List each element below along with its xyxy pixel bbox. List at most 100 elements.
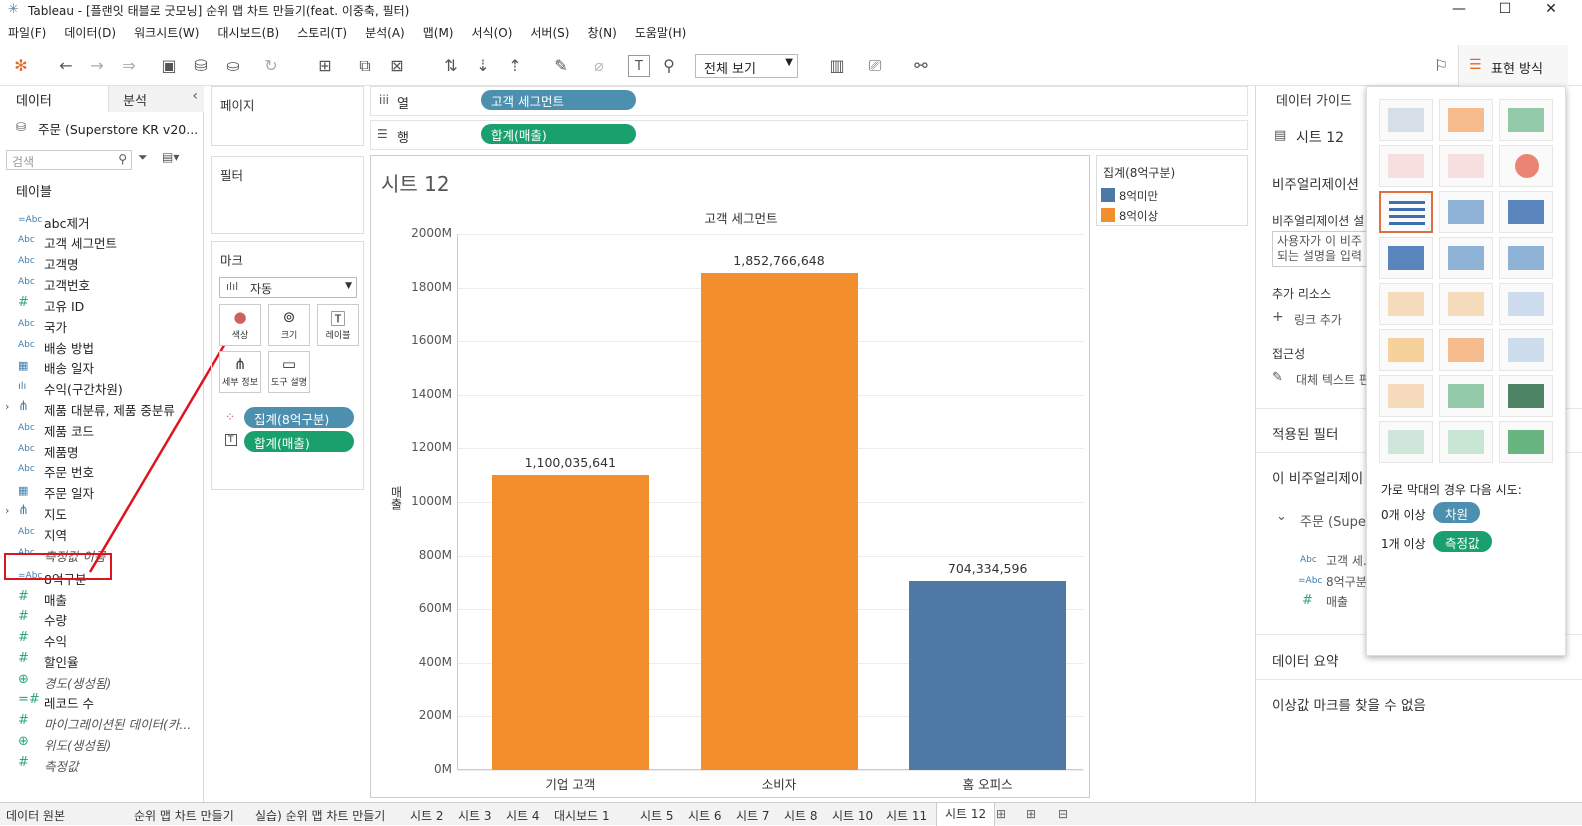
field-item[interactable]: # 측정값 (0, 755, 200, 775)
menu-worksheet[interactable]: 워크시트(W) (134, 26, 200, 40)
undo-icon[interactable]: ← (59, 56, 73, 75)
scatter-plot-icon[interactable] (1379, 375, 1433, 417)
field-item[interactable]: # 마이그레이션된 데이터(카... (0, 713, 200, 733)
new-story-tab-icon[interactable]: ⊟ (1058, 807, 1069, 821)
show-cards-icon[interactable]: ▥ (829, 56, 845, 75)
redo-icon[interactable]: → (90, 56, 104, 75)
new-dashboard-tab-icon[interactable]: ⊞ (1026, 807, 1037, 821)
share-icon[interactable]: ⚯ (914, 56, 928, 75)
field-item[interactable]: Abc 주문 번호 (0, 461, 200, 481)
datasource-name[interactable]: 주문 (Superstore KR v20... (38, 122, 199, 137)
circle-view-icon[interactable] (1439, 237, 1493, 279)
sheet-tab[interactable]: 데이터 원본 (6, 809, 66, 823)
menu-story[interactable]: 스토리(T) (297, 26, 348, 40)
bullet-graph-icon[interactable] (1439, 421, 1493, 463)
minimize-button[interactable]: — (1452, 1, 1466, 17)
new-worksheet-icon[interactable]: ⊞ (318, 56, 332, 75)
sort-descending-icon[interactable]: ⇡ (508, 56, 522, 75)
expand-icon[interactable]: › (5, 400, 10, 413)
dual-combination-icon[interactable] (1499, 329, 1553, 371)
highlight-table-icon[interactable] (1499, 99, 1553, 141)
field-item[interactable]: # 할인율 (0, 651, 200, 671)
field-item[interactable]: › ⋔ 지도 (0, 503, 200, 523)
sheet-tab[interactable]: 시트 12 (936, 803, 996, 826)
refresh-icon[interactable]: ↻ (264, 56, 278, 75)
field-item[interactable]: Abc 배송 방법 (0, 337, 200, 357)
show-me-button[interactable]: ☰ 표현 방식 (1458, 45, 1568, 86)
sheet-tab[interactable]: 시트 8 (784, 809, 818, 823)
menu-file[interactable]: 파일(F) (8, 26, 47, 40)
sheet-tab[interactable]: 시트 6 (688, 809, 722, 823)
field-item[interactable]: =# 레코드 수 (0, 692, 200, 712)
horizontal-bar-icon[interactable] (1379, 191, 1433, 233)
format-painter-icon[interactable]: ⚐ (1433, 56, 1449, 75)
tableau-home-icon[interactable]: ✻ (14, 56, 28, 75)
sheet-tab[interactable]: 대시보드 1 (554, 809, 610, 823)
sheet-tab[interactable]: 시트 5 (640, 809, 674, 823)
filter-icon[interactable]: ⏷ (138, 150, 148, 164)
field-item[interactable]: # 수량 (0, 609, 200, 629)
menu-analysis[interactable]: 분석(A) (365, 26, 405, 40)
field-item[interactable]: ⊕ 경도(생성됨) (0, 672, 200, 692)
stacked-bar-icon[interactable] (1439, 191, 1493, 233)
highlight-icon[interactable]: ✎ (554, 56, 568, 75)
field-item[interactable]: =Abc abc제거 (0, 212, 200, 232)
box-whisker-icon[interactable] (1499, 375, 1553, 417)
side-by-side-bar-icon[interactable] (1499, 191, 1553, 233)
viz-desc-input[interactable]: 사용자가 이 비주 되는 설명을 입력 (1272, 231, 1372, 267)
line-continuous-icon[interactable] (1439, 283, 1493, 325)
menu-server[interactable]: 서버(S) (530, 26, 570, 40)
view-options-icon[interactable]: ▤▾ (162, 150, 180, 164)
gantt-chart-icon[interactable] (1379, 421, 1433, 463)
field-item[interactable]: # 매출 (0, 589, 200, 609)
menu-format[interactable]: 서식(O) (471, 26, 513, 40)
sheet-tab[interactable]: 시트 10 (832, 809, 874, 823)
field-item[interactable]: ılı 수익(구간차원) (0, 378, 200, 398)
field-item[interactable]: Abc 고객 세그먼트 (0, 232, 200, 252)
detail-button[interactable]: ⋔ 세부 정보 (219, 351, 261, 393)
bar[interactable] (700, 273, 858, 770)
mark-type-select[interactable]: ılıl 자동 ▼ (219, 277, 357, 298)
menu-map[interactable]: 맵(M) (422, 26, 454, 40)
expand-icon[interactable]: › (5, 504, 10, 517)
pie-chart-icon[interactable] (1499, 145, 1553, 187)
bar[interactable] (909, 581, 1067, 770)
field-item[interactable]: Abc 국가 (0, 316, 200, 336)
menu-window[interactable]: 창(N) (587, 26, 617, 40)
new-datasource-icon[interactable]: ⛁ (194, 56, 208, 75)
menu-help[interactable]: 도움말(H) (634, 26, 687, 40)
close-button[interactable]: ✕ (1545, 1, 1557, 17)
field-item[interactable]: # 고유 ID (0, 295, 200, 315)
sort-ascending-icon[interactable]: ⇣ (476, 56, 490, 75)
sheet-tab[interactable]: 순위 맵 차트 만들기 (134, 809, 234, 823)
field-item[interactable]: ⊕ 위도(생성됨) (0, 734, 200, 754)
tab-data[interactable]: 데이터 (16, 94, 52, 109)
dual-line-icon[interactable] (1499, 283, 1553, 325)
field-item[interactable]: # 수익 (0, 630, 200, 650)
collapse-icon[interactable]: ‹ (192, 88, 198, 104)
new-worksheet-tab-icon[interactable]: ⊞ (996, 807, 1007, 821)
field-item[interactable]: Abc 제품 코드 (0, 420, 200, 440)
field-item[interactable]: Abc 제품명 (0, 441, 200, 461)
legend-item-1[interactable]: 8억이상 (1119, 209, 1159, 223)
color-pill[interactable]: 집계(8억구분) (244, 407, 354, 428)
show-mark-labels-icon[interactable]: T (628, 55, 650, 77)
sheet-tab[interactable]: 시트 2 (410, 809, 444, 823)
sheet-tab[interactable]: 시트 3 (458, 809, 492, 823)
label-button[interactable]: 🅃 레이블 (317, 304, 359, 346)
sheet-tab[interactable]: 실습) 순위 맵 차트 만들기 (255, 809, 386, 823)
sheet-tab[interactable]: 시트 4 (506, 809, 540, 823)
sheet-tab[interactable]: 시트 7 (736, 809, 770, 823)
size-button[interactable]: ⊚ 크기 (268, 304, 310, 346)
duplicate-sheet-icon[interactable]: ⧉ (359, 56, 371, 75)
treemap-icon[interactable] (1379, 237, 1433, 279)
swap-rows-columns-icon[interactable]: ⇅ (444, 56, 458, 75)
histogram-icon[interactable] (1439, 375, 1493, 417)
replay-icon[interactable]: ⇒ (122, 56, 136, 75)
chevron-down-icon[interactable]: ⌄ (1276, 509, 1287, 524)
field-item[interactable]: Abc 고객명 (0, 253, 200, 273)
fit-view-select[interactable]: 전체 보기 ▼ (695, 54, 798, 78)
search-input[interactable]: 검색 ⚲ (6, 150, 132, 170)
packed-bubbles-icon[interactable] (1499, 421, 1553, 463)
field-item[interactable]: Abc 지역 (0, 524, 200, 544)
